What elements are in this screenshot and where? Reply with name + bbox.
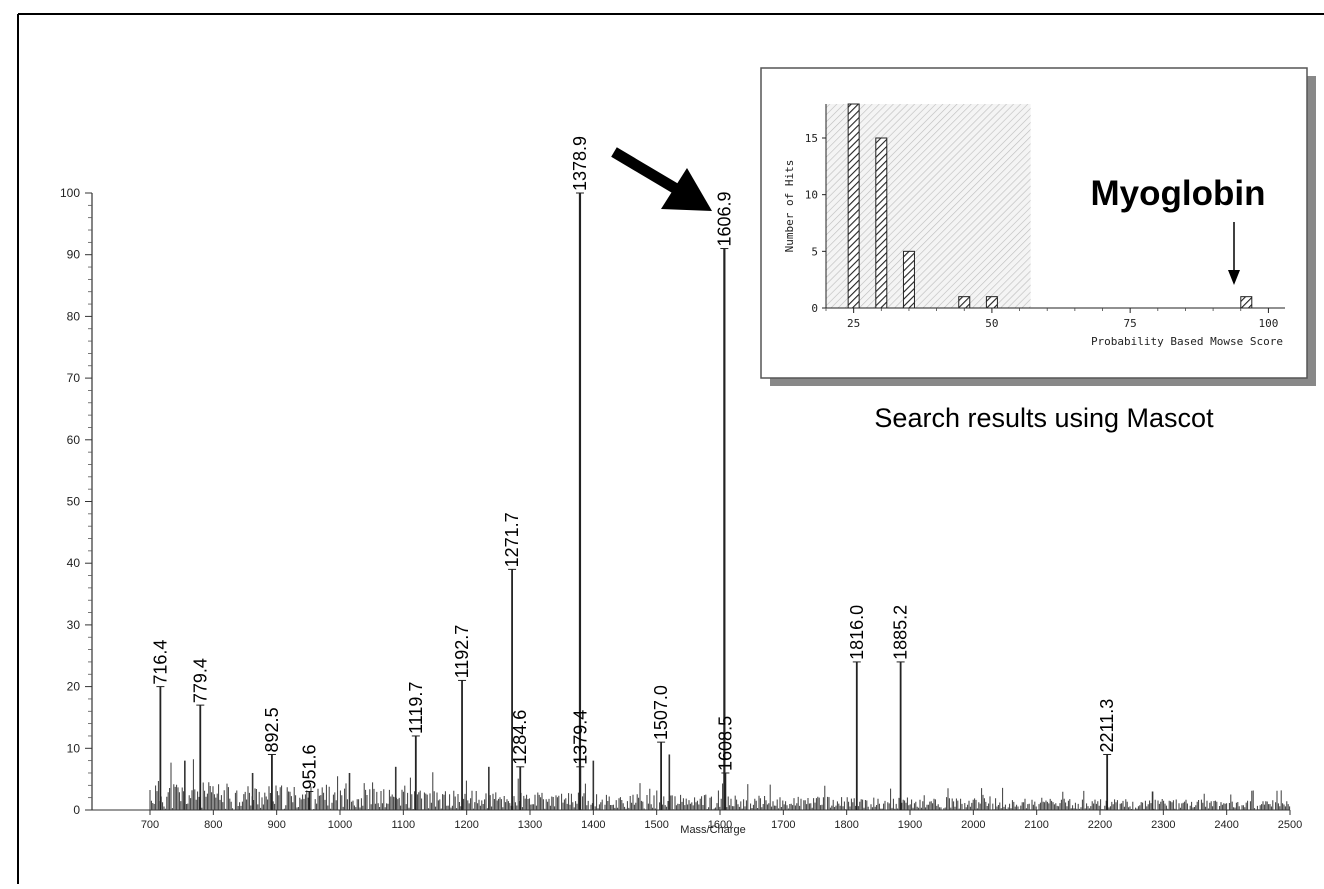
inset-x-tick-label: 50: [985, 317, 998, 330]
x-tick-label: 2400: [1214, 819, 1238, 831]
peak-label-1507.0: 1507.0: [651, 685, 671, 740]
x-tick-label: 1900: [898, 819, 922, 831]
x-tick-label: 2200: [1088, 819, 1112, 831]
inset-bar: [876, 138, 887, 308]
x-tick-label: 1300: [518, 819, 542, 831]
y-tick-label: 60: [67, 433, 81, 447]
inset-caption: Search results using Mascot: [874, 403, 1214, 433]
inset-x-tick-label: 75: [1124, 317, 1137, 330]
peak-label-892.5: 892.5: [262, 707, 282, 752]
x-tick-label: 1400: [581, 819, 605, 831]
peak-label-1284.6: 1284.6: [510, 710, 530, 765]
peak-label-2211.3: 2211.3: [1097, 699, 1117, 753]
y-tick-label: 20: [67, 680, 81, 694]
inset-bar: [1241, 297, 1252, 308]
peak-label-1606.9: 1606.9: [714, 191, 734, 246]
inset-bar: [848, 104, 859, 308]
peak-label-1885.2: 1885.2: [891, 605, 911, 660]
arrow-icon: [614, 152, 712, 211]
peak-label-1378.9: 1378.9: [570, 136, 590, 191]
inset-y-tick-label: 5: [811, 245, 818, 258]
inset-bar: [986, 297, 997, 308]
x-axis-title: Mass/Charge: [680, 824, 745, 836]
inset-x-axis-title: Probability Based Mowse Score: [1091, 335, 1283, 348]
inset-y-tick-label: 10: [805, 189, 818, 202]
x-tick-label: 1800: [834, 819, 858, 831]
myoglobin-label: Myoglobin: [1091, 174, 1266, 213]
inset-bar: [959, 297, 970, 308]
y-tick-label: 40: [67, 556, 81, 570]
peak-label-1192.7: 1192.7: [452, 625, 472, 679]
x-tick-label: 1100: [392, 819, 416, 831]
mascot-results-inset: 0 5 10 15 25 50 75 100 Probability Based Mowse S…: [761, 68, 1316, 386]
inset-y-tick-label: 0: [811, 302, 818, 315]
y-tick-label: 50: [67, 495, 81, 509]
peak-label-779.4: 779.4: [190, 658, 210, 703]
x-tick-label: 1700: [771, 819, 795, 831]
y-tick-label: 100: [60, 186, 80, 200]
peak-label-1608.5: 1608.5: [715, 716, 735, 771]
inset-x-tick-label: 100: [1258, 317, 1278, 330]
x-tick-label: 2300: [1151, 819, 1175, 831]
inset-x-tick-label: 25: [847, 317, 860, 330]
inset-bar: [903, 251, 914, 308]
y-tick-label: 70: [67, 371, 81, 385]
x-tick-label: 1200: [454, 819, 478, 831]
y-tick-label: 80: [67, 309, 81, 323]
peak-label-1379.4: 1379.4: [570, 710, 590, 765]
x-tick-label: 1500: [644, 819, 668, 831]
y-tick-label: 90: [67, 248, 81, 262]
peak-label-951.6: 951.6: [299, 744, 319, 789]
inset-y-tick-label: 15: [805, 132, 818, 145]
x-tick-label: 900: [267, 819, 285, 831]
y-tick-label: 0: [73, 803, 80, 817]
peak-label-1271.7: 1271.7: [502, 512, 522, 567]
inset-y-axis-title: Number of Hits: [783, 160, 796, 253]
x-tick-label: 800: [204, 819, 222, 831]
y-tick-label: 30: [67, 618, 81, 632]
x-tick-label: 2000: [961, 819, 985, 831]
peak-label-1816.0: 1816.0: [847, 605, 867, 660]
y-tick-label: 10: [67, 741, 81, 755]
x-tick-label: 1000: [328, 819, 352, 831]
x-tick-label: 700: [141, 819, 159, 831]
peak-label-716.4: 716.4: [150, 640, 170, 685]
peak-label-1119.7: 1119.7: [406, 682, 426, 734]
x-tick-label: 2500: [1278, 819, 1302, 831]
x-tick-label: 2100: [1024, 819, 1048, 831]
